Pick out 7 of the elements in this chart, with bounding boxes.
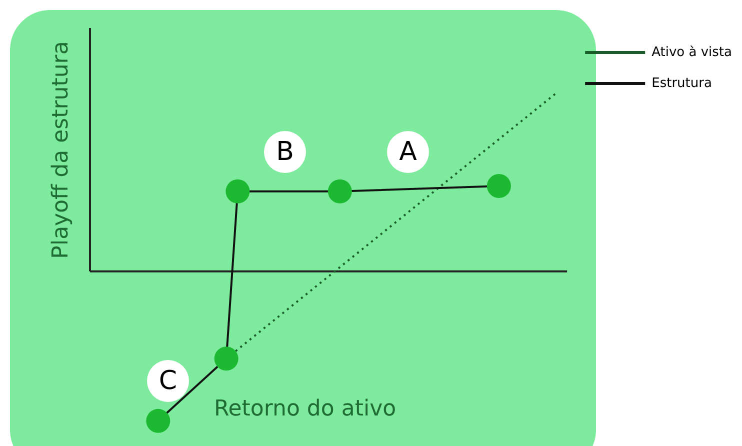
annotation: C (158, 366, 178, 396)
annotation: A (399, 136, 418, 167)
x-axis-title: Retorno do ativo (214, 396, 396, 422)
y-axis-title: Playoff da estrutura (48, 41, 74, 259)
legend-label: Estrutura (652, 76, 712, 91)
legend-label: Ativo à vista (652, 44, 732, 60)
annotation: B (276, 136, 294, 167)
